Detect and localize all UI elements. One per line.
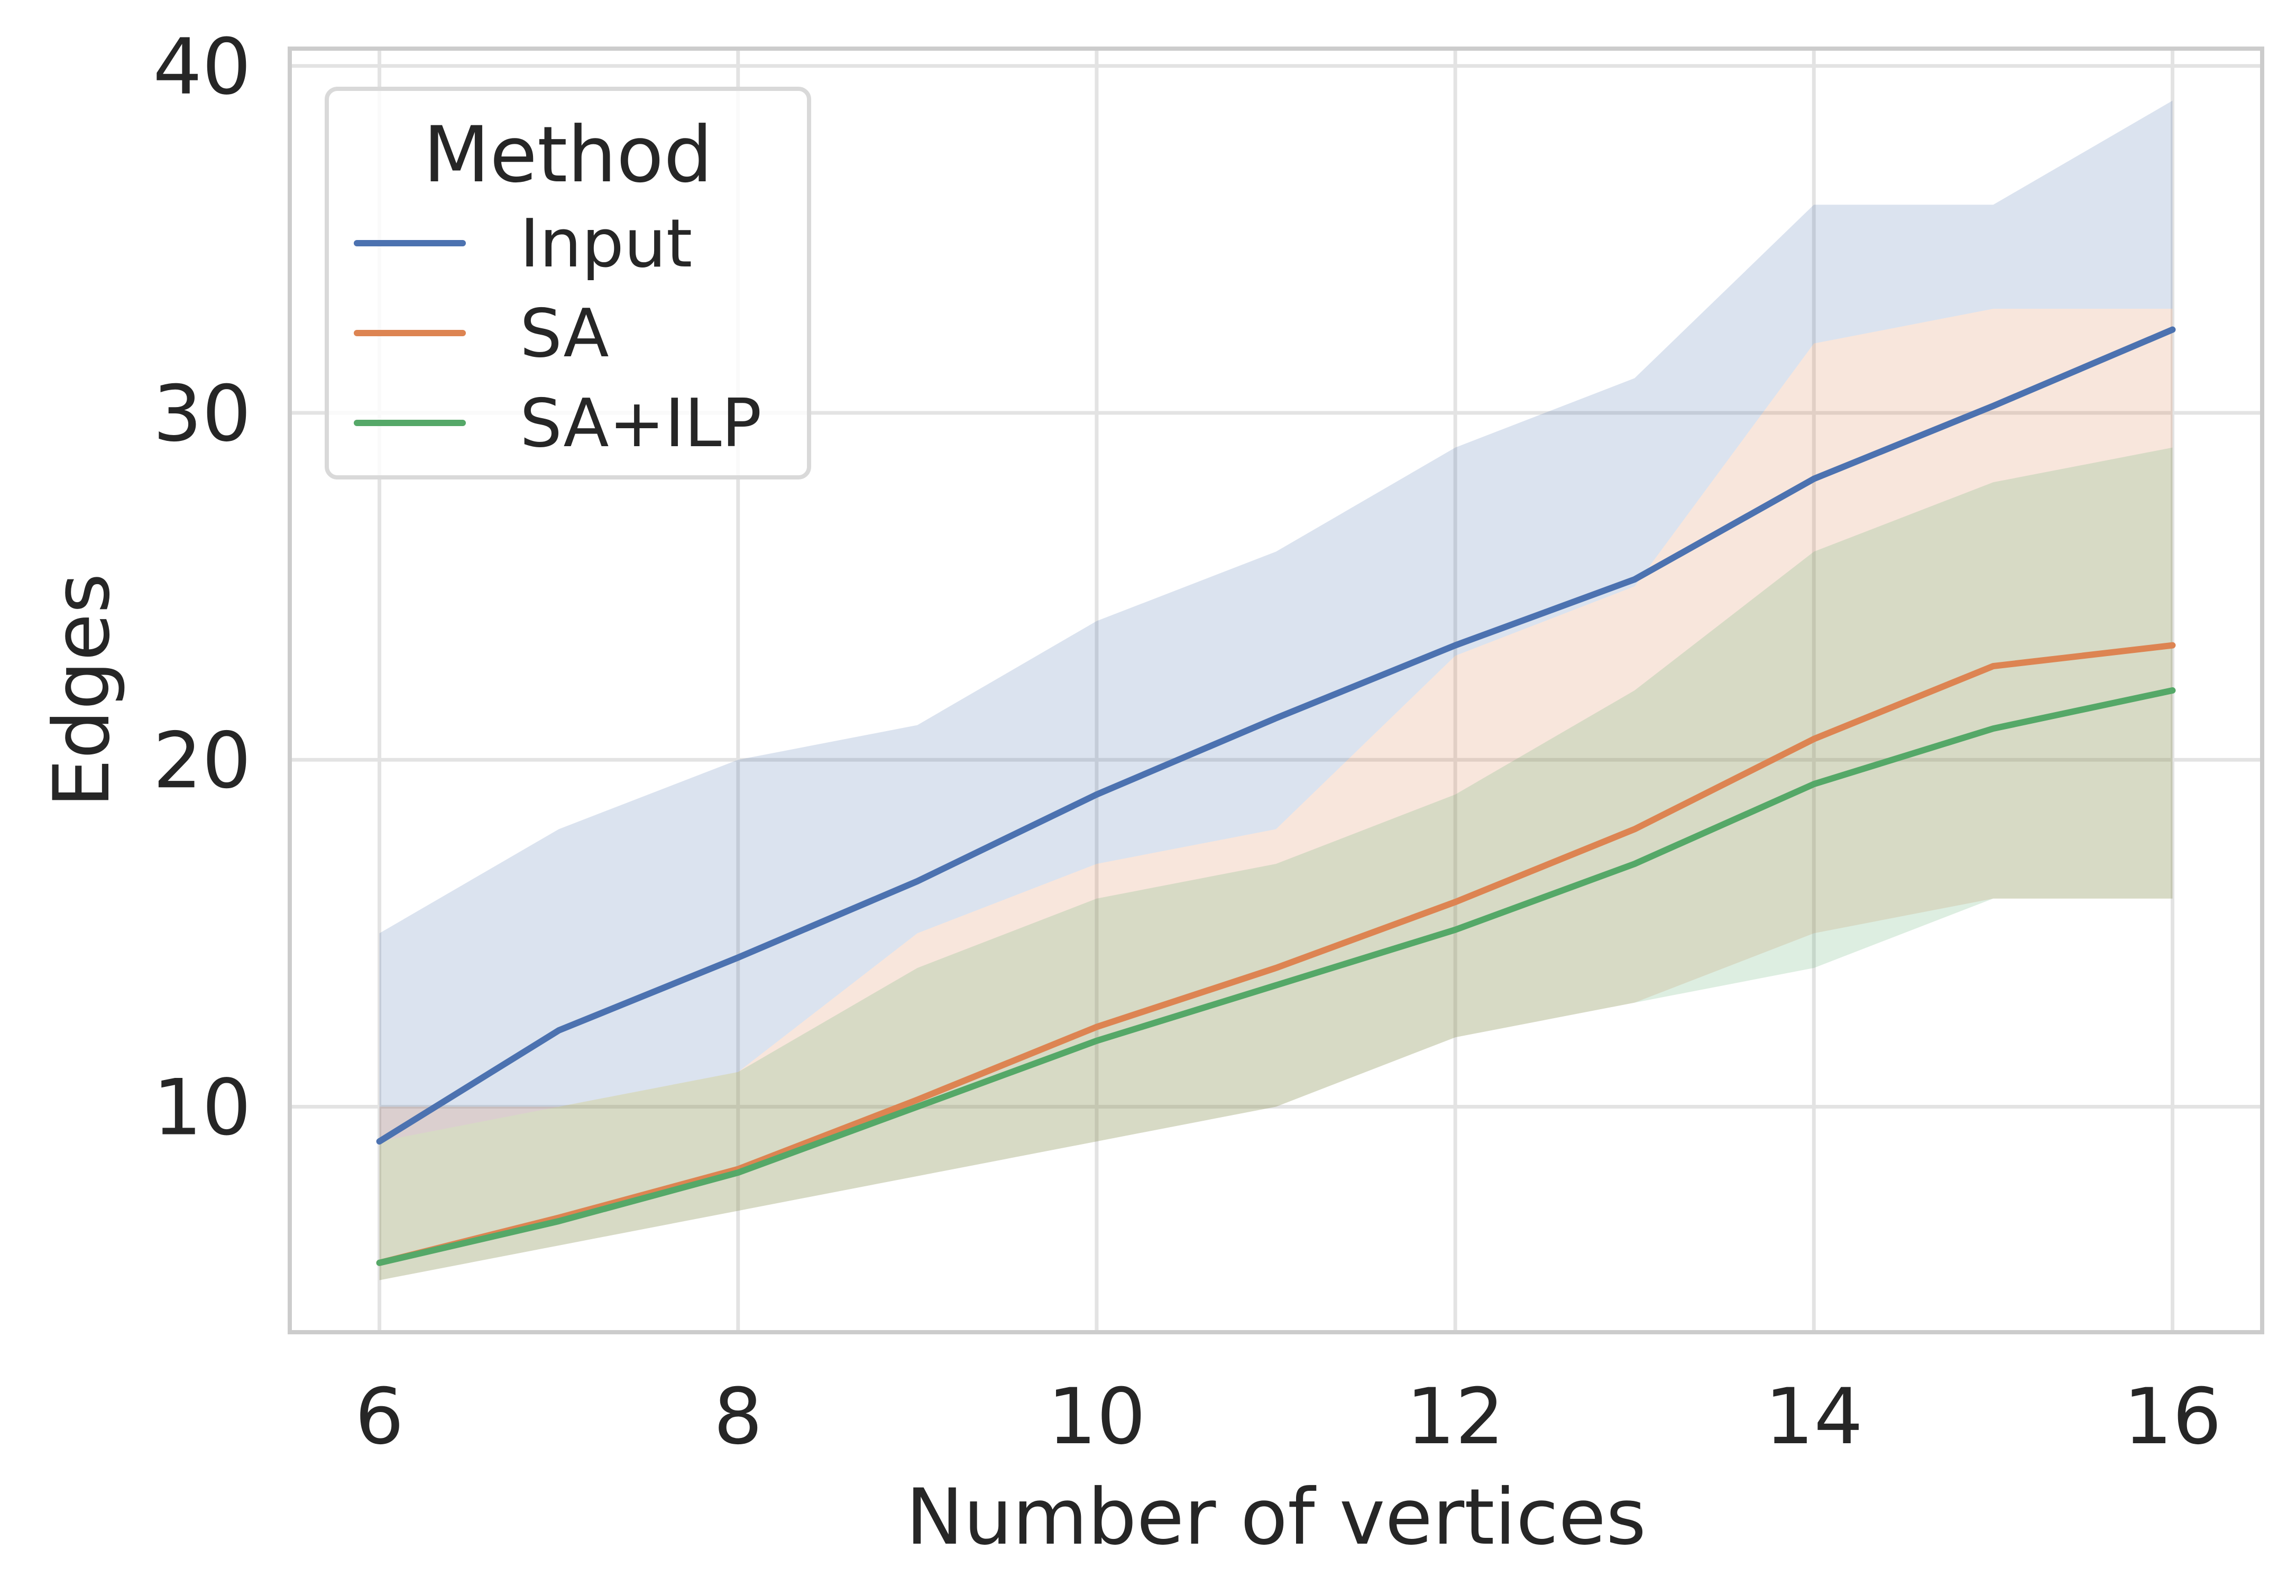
x-tick-label: 8 [713,1372,763,1462]
band-sa [379,309,2173,1280]
legend-label: SA+ILP [520,384,761,462]
y-tick-label: 10 [153,1063,251,1152]
legend-title: Method [423,110,713,200]
y-tick-label: 40 [153,22,251,112]
x-axis-title: Number of vertices [906,1472,1646,1562]
line-input [376,326,2176,1145]
confidence-bands [379,100,2173,1280]
plot-frame [288,47,2264,1334]
y-tick-label: 30 [153,369,251,459]
legend-label: Input [520,205,692,282]
x-tick-label: 12 [1406,1372,1504,1462]
legend-items: Input SA SA+ILP [354,205,761,462]
line-sa-ilp [376,687,2176,1266]
x-tick-label: 14 [1765,1372,1863,1462]
band-input [379,100,2173,1142]
x-tick-label: 16 [2124,1372,2222,1462]
legend-box [325,87,811,479]
y-axis-title: Edges [37,573,127,808]
y-tick-label: 20 [153,716,251,806]
legend-label: SA [520,294,609,372]
x-axis-ticks: 6 8 10 12 14 16 [355,1372,2221,1462]
band-sa-ilp [379,447,2173,1280]
legend: Method Input SA SA+ILP [325,87,811,479]
x-tick-label: 6 [355,1372,404,1462]
series-lines [376,326,2176,1266]
x-tick-label: 10 [1048,1372,1146,1462]
line-sa [376,642,2176,1266]
y-axis-ticks: 10 20 30 40 [153,22,251,1153]
